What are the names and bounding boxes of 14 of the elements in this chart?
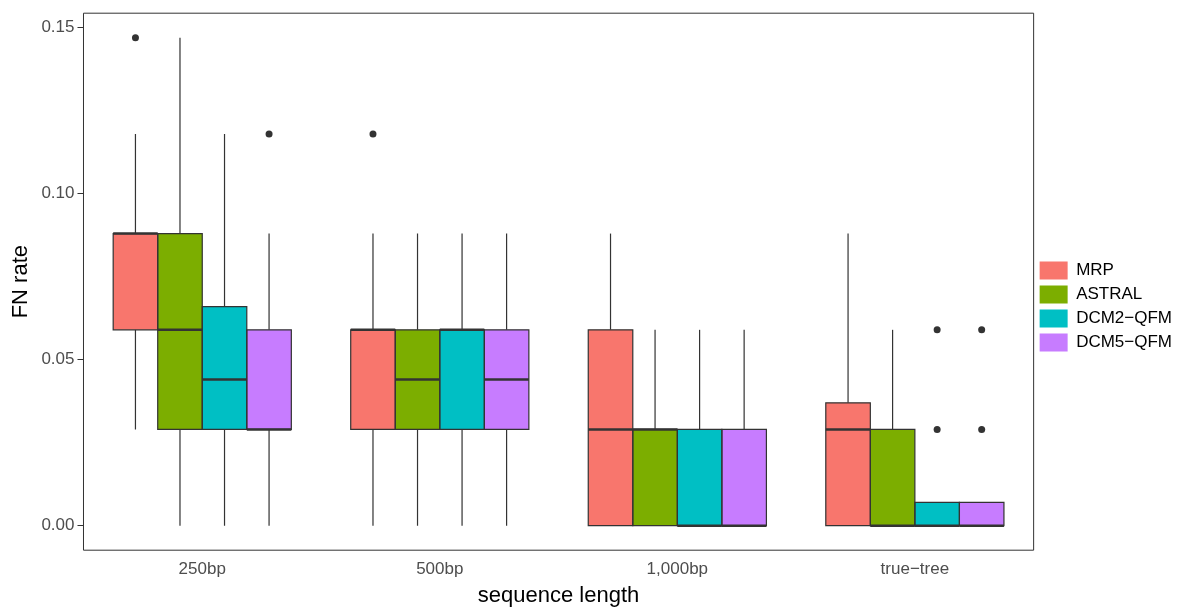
y-tick-label: 0.05 [41, 349, 75, 369]
y-tick-label: 0.15 [41, 17, 75, 37]
legend-label: ASTRAL [1076, 284, 1143, 304]
x-tick-label: 500bp [416, 559, 464, 579]
legend-label: MRP [1076, 260, 1114, 280]
y-axis-title: FN rate [7, 245, 33, 319]
y-tick-label: 0.10 [41, 183, 75, 203]
x-tick-label: true−tree [880, 559, 950, 579]
x-tick-label: 250bp [178, 559, 226, 579]
legend-label: DCM2−QFM [1076, 308, 1173, 328]
x-axis-title: sequence length [477, 581, 640, 607]
legend-label: DCM5−QFM [1076, 332, 1173, 352]
x-tick-label: 1,000bp [646, 559, 709, 579]
y-tick-label: 0.00 [41, 515, 75, 535]
